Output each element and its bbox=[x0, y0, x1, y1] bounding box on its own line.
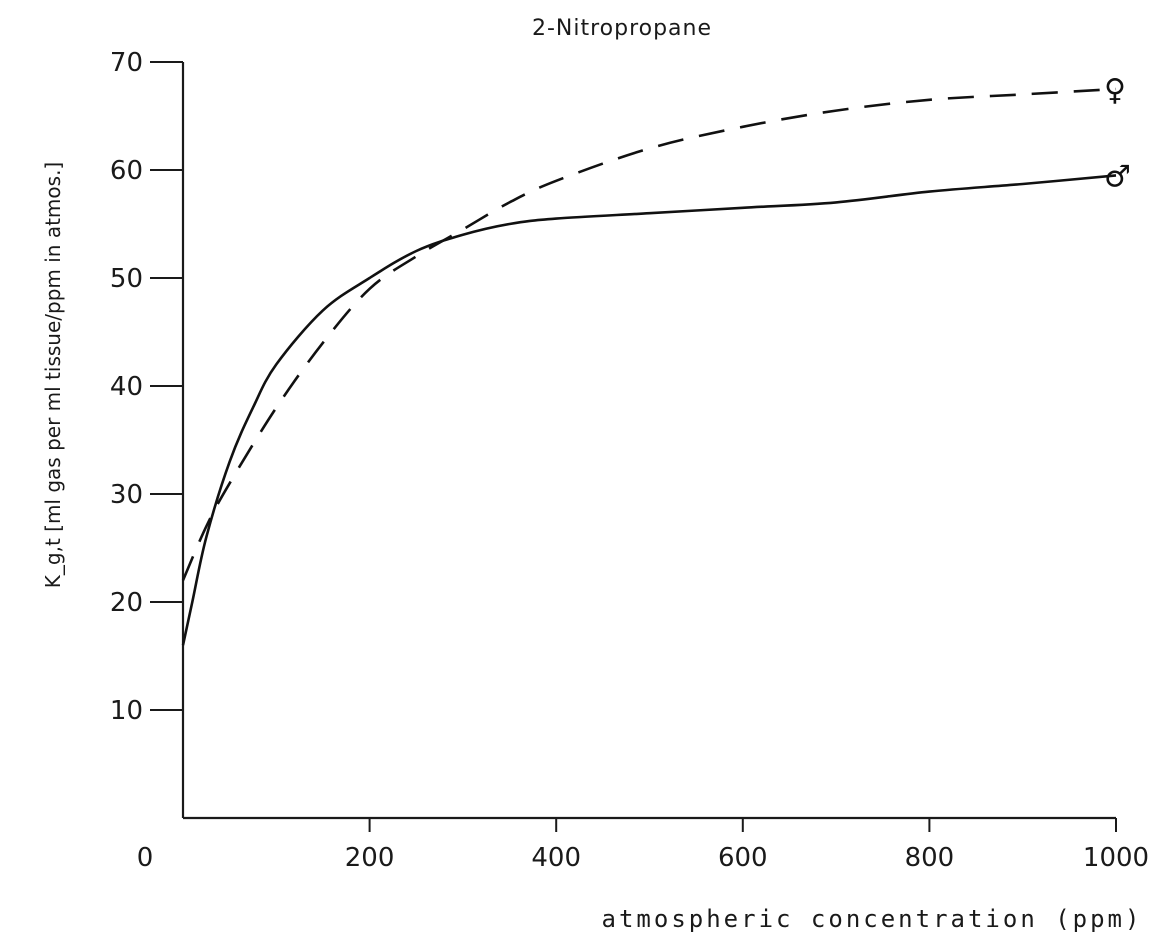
x-tick-label: 200 bbox=[345, 843, 395, 873]
y-tick-label: 30 bbox=[110, 480, 143, 510]
y-tick-label: 40 bbox=[110, 372, 143, 402]
y-tick-label: 70 bbox=[110, 48, 143, 78]
y-tick-label: 10 bbox=[110, 696, 143, 726]
series-male-line bbox=[181, 174, 1117, 646]
x-tick-label: 600 bbox=[718, 843, 768, 873]
series-layer: ♂♀ bbox=[181, 73, 1131, 646]
series-male-label: ♂ bbox=[1104, 159, 1131, 194]
y-tick-label: 50 bbox=[110, 264, 143, 294]
x-tick-label: 800 bbox=[905, 843, 955, 873]
chart-title: 2-Nitropropane bbox=[532, 16, 712, 41]
y-axis-label: K_g,t [ml gas per ml tissue/ppm in atmos… bbox=[41, 162, 65, 588]
y-tick-label: 20 bbox=[110, 588, 143, 618]
x-tick-label: 1000 bbox=[1083, 843, 1149, 873]
x-ticks: 0 200 400 600 800 1000 bbox=[137, 818, 1149, 873]
y-ticks: 10 20 30 40 50 60 70 bbox=[110, 48, 183, 726]
x-tick-label: 400 bbox=[531, 843, 581, 873]
series-female-label: ♀ bbox=[1104, 73, 1126, 108]
x-tick-label: 0 bbox=[137, 843, 154, 873]
series-female-line bbox=[181, 87, 1117, 581]
y-tick-label: 60 bbox=[110, 156, 143, 186]
x-axis-label: atmospheric concentration (ppm) bbox=[602, 905, 1143, 933]
